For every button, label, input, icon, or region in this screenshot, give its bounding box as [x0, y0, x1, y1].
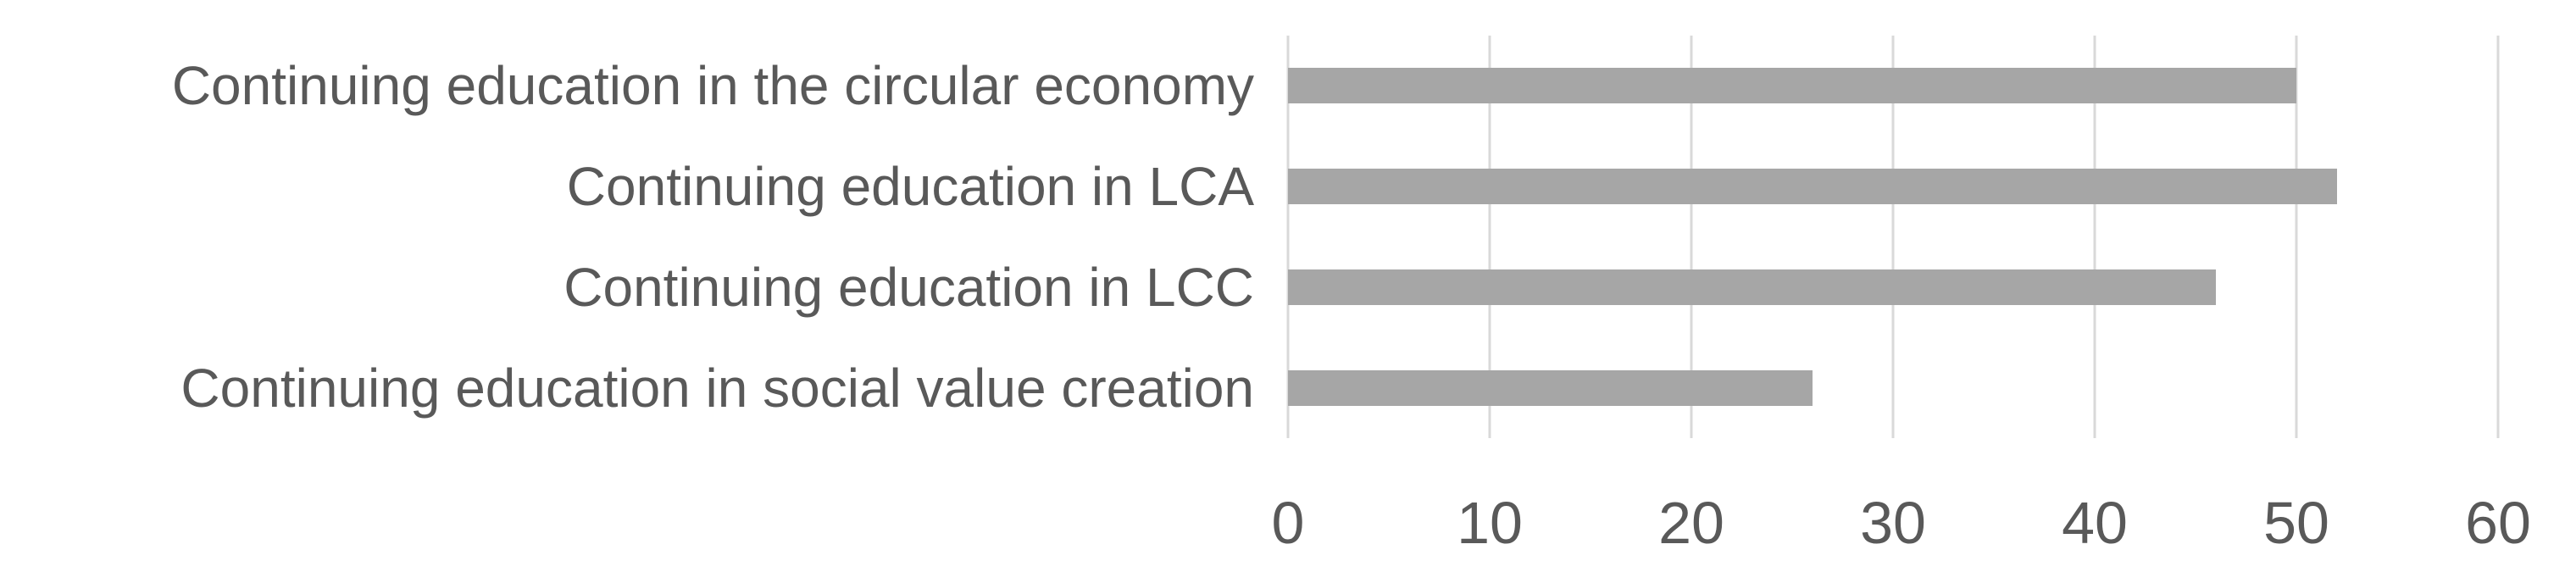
gridline [2295, 36, 2298, 438]
bar [1288, 269, 2216, 305]
x-axis: 0 10 20 30 40 50 60 [1272, 485, 2531, 561]
x-axis-tick-label: 40 [2062, 490, 2128, 556]
x-axis-tick-label: 20 [1658, 490, 1724, 556]
x-axis-tick-label: 30 [1860, 490, 1926, 556]
bar-row [1288, 337, 2498, 438]
x-axis-tick-label: 0 [1271, 490, 1305, 556]
gridline [1690, 36, 1693, 438]
category-label: Continuing education in LCA [566, 156, 1254, 218]
gridline [1891, 36, 1895, 438]
bar-row [1288, 237, 2498, 338]
category-label: Continuing education in the circular eco… [171, 55, 1254, 117]
x-axis-tick-label: 60 [2465, 490, 2531, 556]
plot-area [1286, 36, 2500, 438]
category-axis: Continuing education in the circular eco… [0, 36, 1254, 438]
bar [1288, 369, 1813, 406]
bar-row [1288, 136, 2498, 237]
gridline [1286, 36, 1290, 438]
bar [1288, 68, 2296, 104]
category-label: Continuing education in social value cre… [180, 357, 1254, 419]
gridline [1488, 36, 1491, 438]
x-axis-tick-label: 10 [1457, 490, 1523, 556]
bar-row [1288, 36, 2498, 136]
gridline [2093, 36, 2096, 438]
category-label: Continuing education in LCC [564, 256, 1254, 318]
x-axis-tick-label: 50 [2263, 490, 2329, 556]
bar [1288, 169, 2337, 205]
gridline [2496, 36, 2500, 438]
